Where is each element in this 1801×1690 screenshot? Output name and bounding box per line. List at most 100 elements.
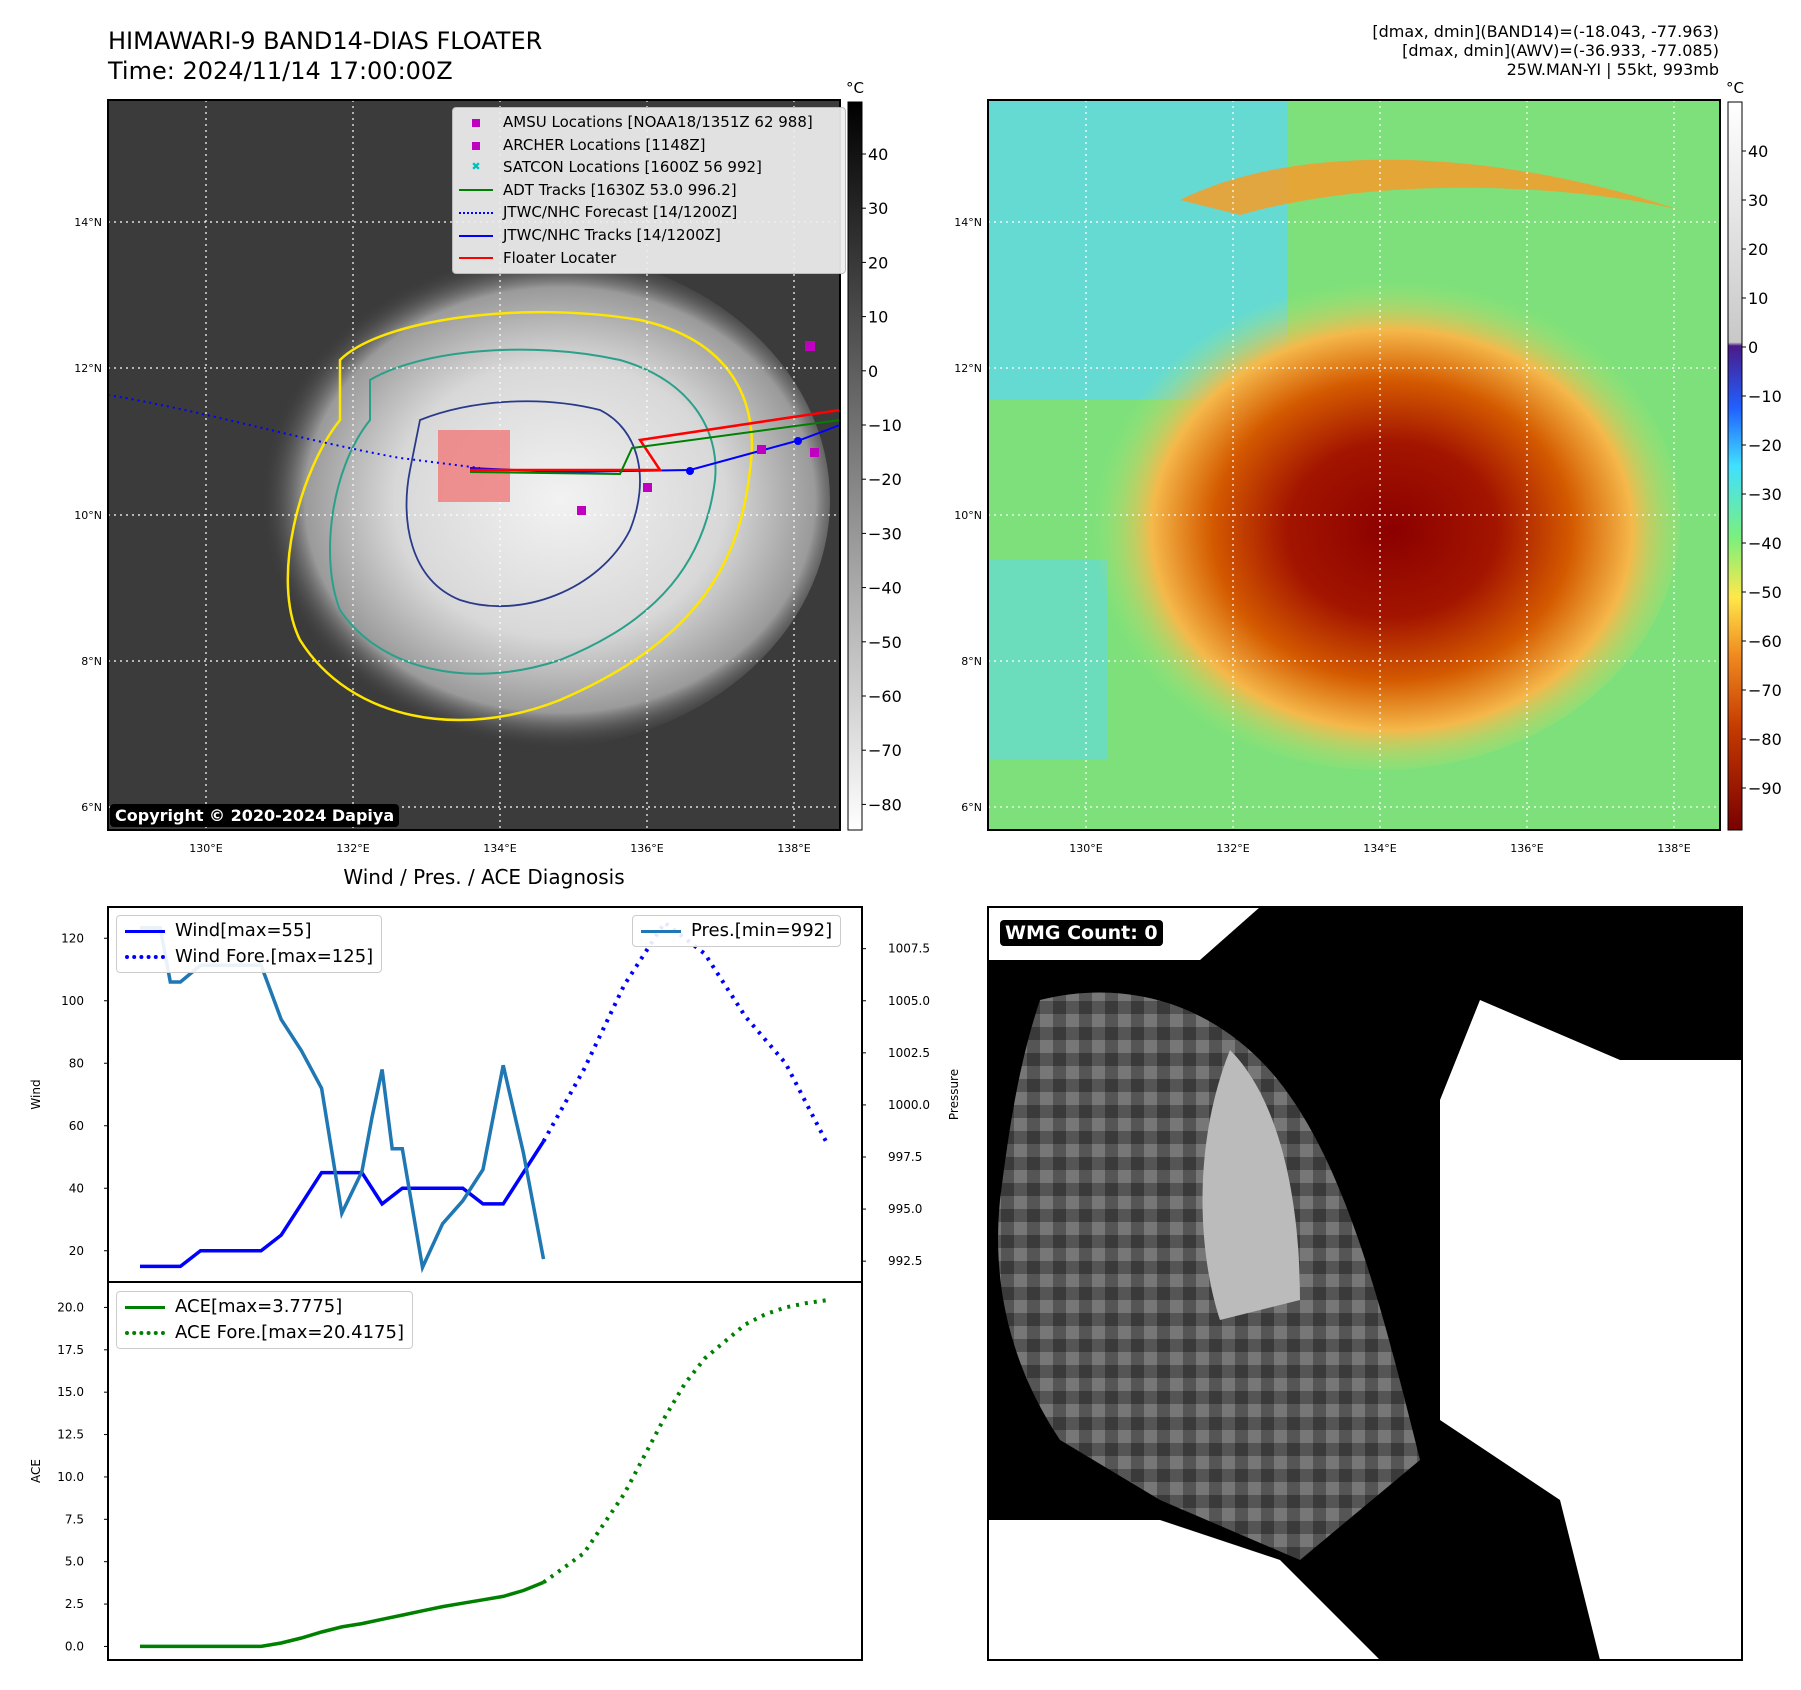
colorbar-tick-label: −20 [1748, 436, 1782, 455]
y2-axis-label: Pressure [947, 1069, 961, 1120]
wmg-white-region [1480, 1060, 1742, 1380]
awv-map-gridlines [988, 100, 1720, 830]
copyright-label: Copyright © 2020-2024 Dapiya [110, 804, 400, 827]
colorbar-tick-label: 10 [1748, 289, 1768, 308]
colorbar-tick-label: −80 [868, 795, 902, 814]
y2-tick-label: 995.0 [888, 1202, 922, 1216]
ir-lat-labels: 14°N 12°N 10°N 8°N 6°N [74, 216, 102, 814]
pressure-legend: Pres.[min=992] [632, 915, 842, 947]
legend-swatch [459, 224, 493, 247]
legend-entry: Pres.[min=992] [641, 918, 832, 944]
lon-tick-label: 138°E [1657, 842, 1690, 855]
legend-swatch [125, 955, 165, 959]
legend-label: ACE Fore.[max=20.4175] [175, 1322, 404, 1343]
y-tick-label: 120 [61, 931, 84, 945]
lat-tick-label: 14°N [74, 216, 102, 229]
colorbar-tick-label: −60 [1748, 632, 1782, 651]
colorbar-tick-label: −60 [868, 687, 902, 706]
y-tick-label: 5.0 [65, 1555, 84, 1569]
awv-outer-band [1180, 159, 1680, 215]
colorbar-tick-label: 10 [868, 308, 888, 327]
legend-label: ARCHER Locations [1148Z] [503, 135, 706, 154]
diagnosis-title: Wind / Pres. / ACE Diagnosis [343, 865, 624, 889]
series-line-ace-fore- [542, 1298, 827, 1585]
amsu-marker [805, 341, 815, 351]
wmg-light-region [1202, 1050, 1300, 1320]
legend-label: ADT Tracks [1630Z 53.0 996.2] [503, 180, 737, 199]
lat-tick-label: 6°N [961, 801, 982, 814]
legend-entry: ACE Fore.[max=20.4175] [125, 1320, 404, 1346]
colorbar-tick-label: −10 [1748, 387, 1782, 406]
ir-lon-labels: 130°E 132°E 134°E 136°E 138°E [189, 842, 810, 855]
y-axis-label: ACE [29, 1459, 43, 1483]
archer-marker [643, 483, 652, 492]
legend-label: JTWC/NHC Forecast [14/1200Z] [503, 203, 738, 222]
stats-block: [dmax, dmin](BAND14)=(-18.043, -77.963) … [1372, 22, 1719, 79]
awv-lon-labels: 130°E 132°E 134°E 136°E 138°E [1069, 842, 1690, 855]
y-tick-label: 100 [61, 994, 84, 1008]
lat-tick-label: 14°N [954, 216, 982, 229]
lat-tick-label: 6°N [81, 801, 102, 814]
stats-line-2: [dmax, dmin](AWV)=(-36.933, -77.085) [1402, 41, 1719, 60]
lon-tick-label: 134°E [483, 842, 516, 855]
copyright-text: Copyright © 2020-2024 Dapiya [110, 804, 400, 827]
y-tick-label: 0.0 [65, 1639, 84, 1653]
lat-tick-label: 12°N [954, 362, 982, 375]
colorbar-tick-label: −30 [868, 524, 902, 543]
lat-tick-label: 12°N [74, 362, 102, 375]
colorbar-tick-label: −70 [868, 741, 902, 760]
awv-dry-region-sw [988, 560, 1108, 760]
y-tick-label: 15.0 [57, 1385, 84, 1399]
title-line-1: HIMAWARI-9 BAND14-DIAS FLOATER [108, 27, 543, 55]
y-tick-label: 10.0 [57, 1470, 84, 1484]
legend-swatch [125, 1305, 165, 1309]
awv-colorbar-ticks: 40 30 20 10 0 −10 −20 −30 −40 −50 −60 −70 −80 −90 [1742, 142, 1782, 798]
colorbar-tick-label: −50 [1748, 583, 1782, 602]
jtwc-track-point [686, 467, 694, 475]
lon-tick-label: 136°E [1510, 842, 1543, 855]
y-tick-label: 20 [69, 1244, 84, 1258]
lon-tick-label: 130°E [189, 842, 222, 855]
legend-entry: ACE[max=3.7775] [125, 1294, 404, 1320]
ir-contour-inner [405, 400, 641, 608]
wind-legend: Wind[max=55] Wind Fore.[max=125] [116, 915, 383, 973]
wmg-frame [987, 906, 1743, 1661]
colorbar-tick-label: −20 [868, 470, 902, 489]
legend-swatch [125, 929, 165, 933]
legend-label: JTWC/NHC Tracks [14/1200Z] [503, 225, 721, 244]
map-legend: AMSU Locations [NOAA18/1351Z 62 988] ARCH… [452, 107, 846, 275]
y-tick-label: 12.5 [57, 1428, 84, 1442]
y-tick-label: 17.5 [57, 1343, 84, 1357]
legend-label: Wind Fore.[max=125] [175, 946, 374, 967]
legend-label: SATCON Locations [1600Z 56 992] [503, 158, 762, 177]
figure-title: HIMAWARI-9 BAND14-DIAS FLOATER Time: 202… [108, 26, 542, 86]
awv-colorbar: °C 40 30 20 10 0 −10 −20 −30 −40 −50 −60 −70 −80 −90 [1726, 79, 1782, 831]
awv-colorbar-unit: °C [1726, 79, 1744, 97]
awv-lat-labels: 14°N 12°N 10°N 8°N 6°N [954, 216, 982, 814]
legend-swatch [459, 211, 493, 214]
series-line-ace [140, 1580, 545, 1649]
colorbar-tick-label: −50 [868, 633, 902, 652]
lon-tick-label: 130°E [1069, 842, 1102, 855]
lat-tick-label: 10°N [74, 509, 102, 522]
legend-label: Floater Locater [503, 248, 617, 267]
wmg-panel [987, 906, 1743, 1661]
legend-label: AMSU Locations [NOAA18/1351Z 62 988] [503, 113, 813, 131]
stats-line-3: 25W.MAN-YI | 55kt, 993mb [1506, 60, 1719, 79]
ir-contour-outer [286, 310, 754, 722]
colorbar-tick-label: 30 [868, 199, 888, 218]
legend-entry: JTWC/NHC Tracks [14/1200Z] [459, 224, 839, 247]
colorbar-tick-label: 40 [1748, 142, 1768, 161]
ir-colorbar-ramp [847, 101, 863, 831]
ir-cloud-mass [230, 250, 830, 750]
floater-locater-line [470, 408, 841, 472]
lon-tick-label: 136°E [630, 842, 663, 855]
lon-tick-label: 134°E [1363, 842, 1396, 855]
legend-entry: ADT Tracks [1630Z 53.0 996.2] [459, 179, 839, 202]
colorbar-tick-label: −70 [1748, 681, 1782, 700]
y-tick-label: 40 [69, 1181, 84, 1195]
series-line-wind [140, 1140, 545, 1269]
colorbar-tick-label: 40 [868, 145, 888, 164]
